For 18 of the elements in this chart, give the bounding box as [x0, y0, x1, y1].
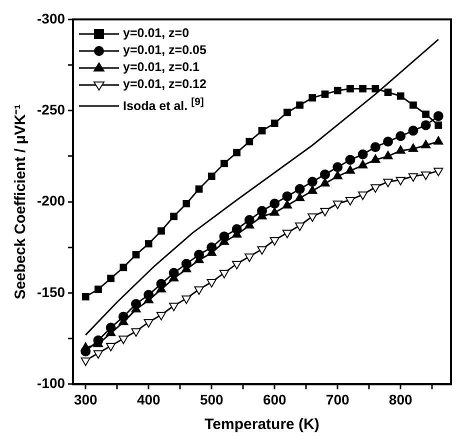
- x-tick-label: 300: [74, 391, 98, 408]
- x-tick-label: 700: [326, 391, 350, 408]
- legend-label: y=0.01, z=0.1: [123, 60, 200, 74]
- x-tick-label: 400: [136, 391, 161, 408]
- x-tick-label: 500: [200, 391, 224, 408]
- y-axis-title: Seebeck Coefficient / μVK⁻¹: [12, 104, 30, 300]
- y-tick-label: -100: [36, 375, 66, 392]
- legend-label: y=0.01, z=0.12: [123, 77, 206, 92]
- y-tick-label: -300: [36, 10, 66, 26]
- x-axis-title: Temperature (K): [204, 416, 320, 434]
- y-tick-label: -250: [36, 101, 66, 118]
- x-tick-label: 600: [262, 391, 286, 408]
- legend-label: Isoda et al. $^{[9]}$: [123, 96, 204, 113]
- legend-label: y=0.01, z=0: [123, 26, 190, 40]
- y-tick-label: -150: [36, 284, 66, 300]
- y-tick-label: -200: [36, 192, 66, 209]
- x-tick-label: 800: [388, 391, 412, 408]
- legend-label: y=0.01, z=0.05: [123, 43, 206, 58]
